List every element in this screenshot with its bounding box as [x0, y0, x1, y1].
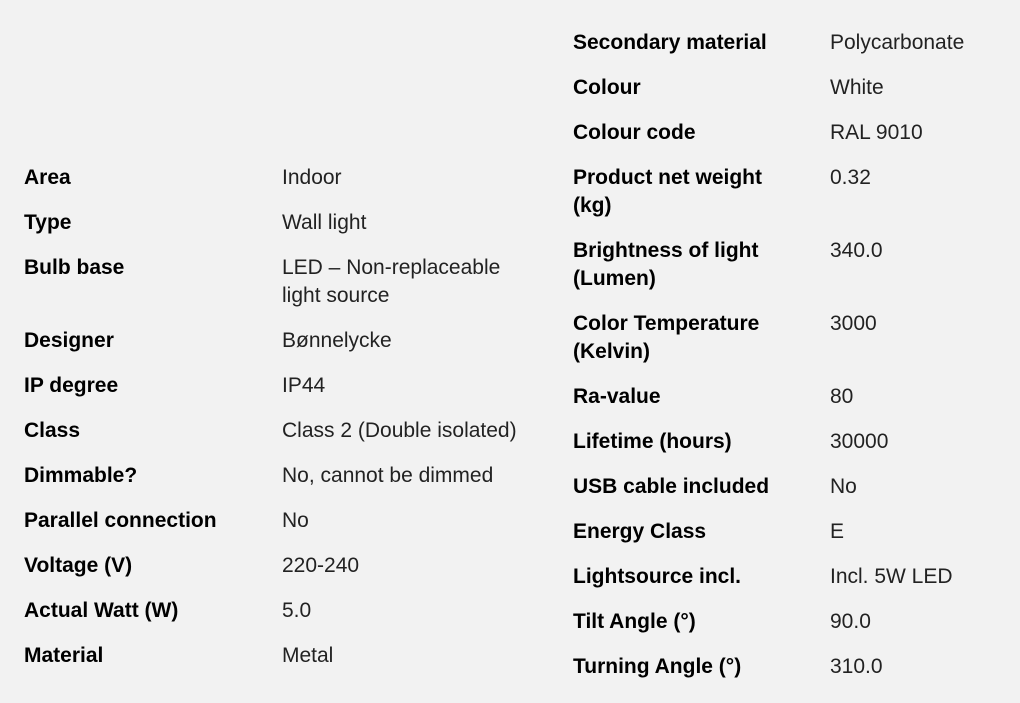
spec-label: Lifetime (hours)	[573, 430, 732, 453]
spec-value: No	[830, 475, 857, 498]
spec-value: No, cannot be dimmed	[282, 464, 494, 487]
spec-label: Product net weight (kg)	[573, 166, 762, 217]
spec-label: Actual Watt (W)	[24, 599, 179, 622]
spec-row: Colour White	[573, 74, 1020, 119]
spec-row: Energy Class E	[573, 518, 1020, 563]
spec-value: Bønnelycke	[282, 329, 392, 352]
spec-row: Bulb base LED – Non-replaceable light sou…	[24, 254, 552, 327]
spec-value: Incl. 5W LED	[830, 565, 953, 588]
spec-value: 220-240	[282, 554, 360, 577]
spec-label: Turning Angle (°)	[573, 655, 742, 678]
spec-label: Material	[24, 644, 104, 667]
spec-value: 90.0	[830, 610, 871, 633]
spec-label: Energy Class	[573, 520, 707, 543]
spec-value: No	[282, 509, 309, 532]
spec-row: Lifetime (hours) 30000	[573, 428, 1020, 473]
spec-value: IP44	[282, 374, 326, 397]
spec-label: USB cable included	[573, 475, 770, 498]
spec-row: Voltage (V) 220-240	[24, 552, 552, 597]
spec-label: Voltage (V)	[24, 554, 133, 577]
spec-label: IP degree	[24, 374, 119, 397]
spec-label: Secondary material	[573, 31, 767, 54]
spec-row: Tilt Angle (°) 90.0	[573, 608, 1020, 653]
spec-label: Colour code	[573, 121, 696, 144]
spec-table-left: Area Indoor Type Wall light Bulb base LED – N…	[24, 164, 552, 687]
spec-row: Secondary material Polycarbonate	[573, 29, 1020, 74]
spec-label: Color Temperature (Kelvin)	[573, 312, 760, 363]
spec-row: Actual Watt (W) 5.0	[24, 597, 552, 642]
spec-value: E	[830, 520, 845, 543]
spec-value: Wall light	[282, 211, 367, 234]
spec-label: Dimmable?	[24, 464, 138, 487]
spec-label: Ra-value	[573, 385, 661, 408]
spec-value: 0.32	[830, 166, 871, 189]
spec-row: Product net weight (kg) 0.32	[573, 164, 1020, 237]
spec-row: Material Metal	[24, 642, 552, 687]
spec-value: Class 2 (Double isolated)	[282, 419, 517, 442]
spec-row: Class Class 2 (Double isolated)	[24, 417, 552, 462]
spec-row: Parallel connection No	[24, 507, 552, 552]
spec-label: Parallel connection	[24, 509, 217, 532]
spec-label: Area	[24, 166, 71, 189]
spec-row: Lightsource incl. Incl. 5W LED	[573, 563, 1020, 608]
spec-row: Color Temperature (Kelvin) 3000	[573, 310, 1020, 383]
spec-row: Area Indoor	[24, 164, 552, 209]
spec-value: 5.0	[282, 599, 312, 622]
spec-value: 340.0	[830, 239, 883, 262]
spec-row: Dimmable? No, cannot be dimmed	[24, 462, 552, 507]
spec-label: Designer	[24, 329, 114, 352]
spec-label: Lightsource incl.	[573, 565, 742, 588]
spec-label: Tilt Angle (°)	[573, 610, 696, 633]
spec-table-right: Secondary material Polycarbonate Colour Whi…	[573, 29, 1020, 698]
spec-row: Type Wall light	[24, 209, 552, 254]
spec-value: LED – Non-replaceable light source	[282, 256, 501, 307]
spec-value: 30000	[830, 430, 889, 453]
spec-value: RAL 9010	[830, 121, 923, 144]
spec-row: Brightness of light (Lumen) 340.0	[573, 237, 1020, 310]
spec-row: Colour code RAL 9010	[573, 119, 1020, 164]
spec-value: 80	[830, 385, 854, 408]
spec-row: IP degree IP44	[24, 372, 552, 417]
spec-row: Ra-value 80	[573, 383, 1020, 428]
spec-label: Colour	[573, 76, 641, 99]
spec-row: Turning Angle (°) 310.0	[573, 653, 1020, 698]
spec-value: Metal	[282, 644, 334, 667]
spec-row: Designer Bønnelycke	[24, 327, 552, 372]
spec-value: Polycarbonate	[830, 31, 965, 54]
spec-label: Bulb base	[24, 256, 125, 279]
spec-label: Type	[24, 211, 72, 234]
spec-label: Brightness of light (Lumen)	[573, 239, 759, 290]
spec-row: USB cable included No	[573, 473, 1020, 518]
spec-label: Class	[24, 419, 81, 442]
spec-value: Indoor	[282, 166, 342, 189]
spec-value: 3000	[830, 312, 877, 335]
spec-value: White	[830, 76, 884, 99]
spec-value: 310.0	[830, 655, 883, 678]
